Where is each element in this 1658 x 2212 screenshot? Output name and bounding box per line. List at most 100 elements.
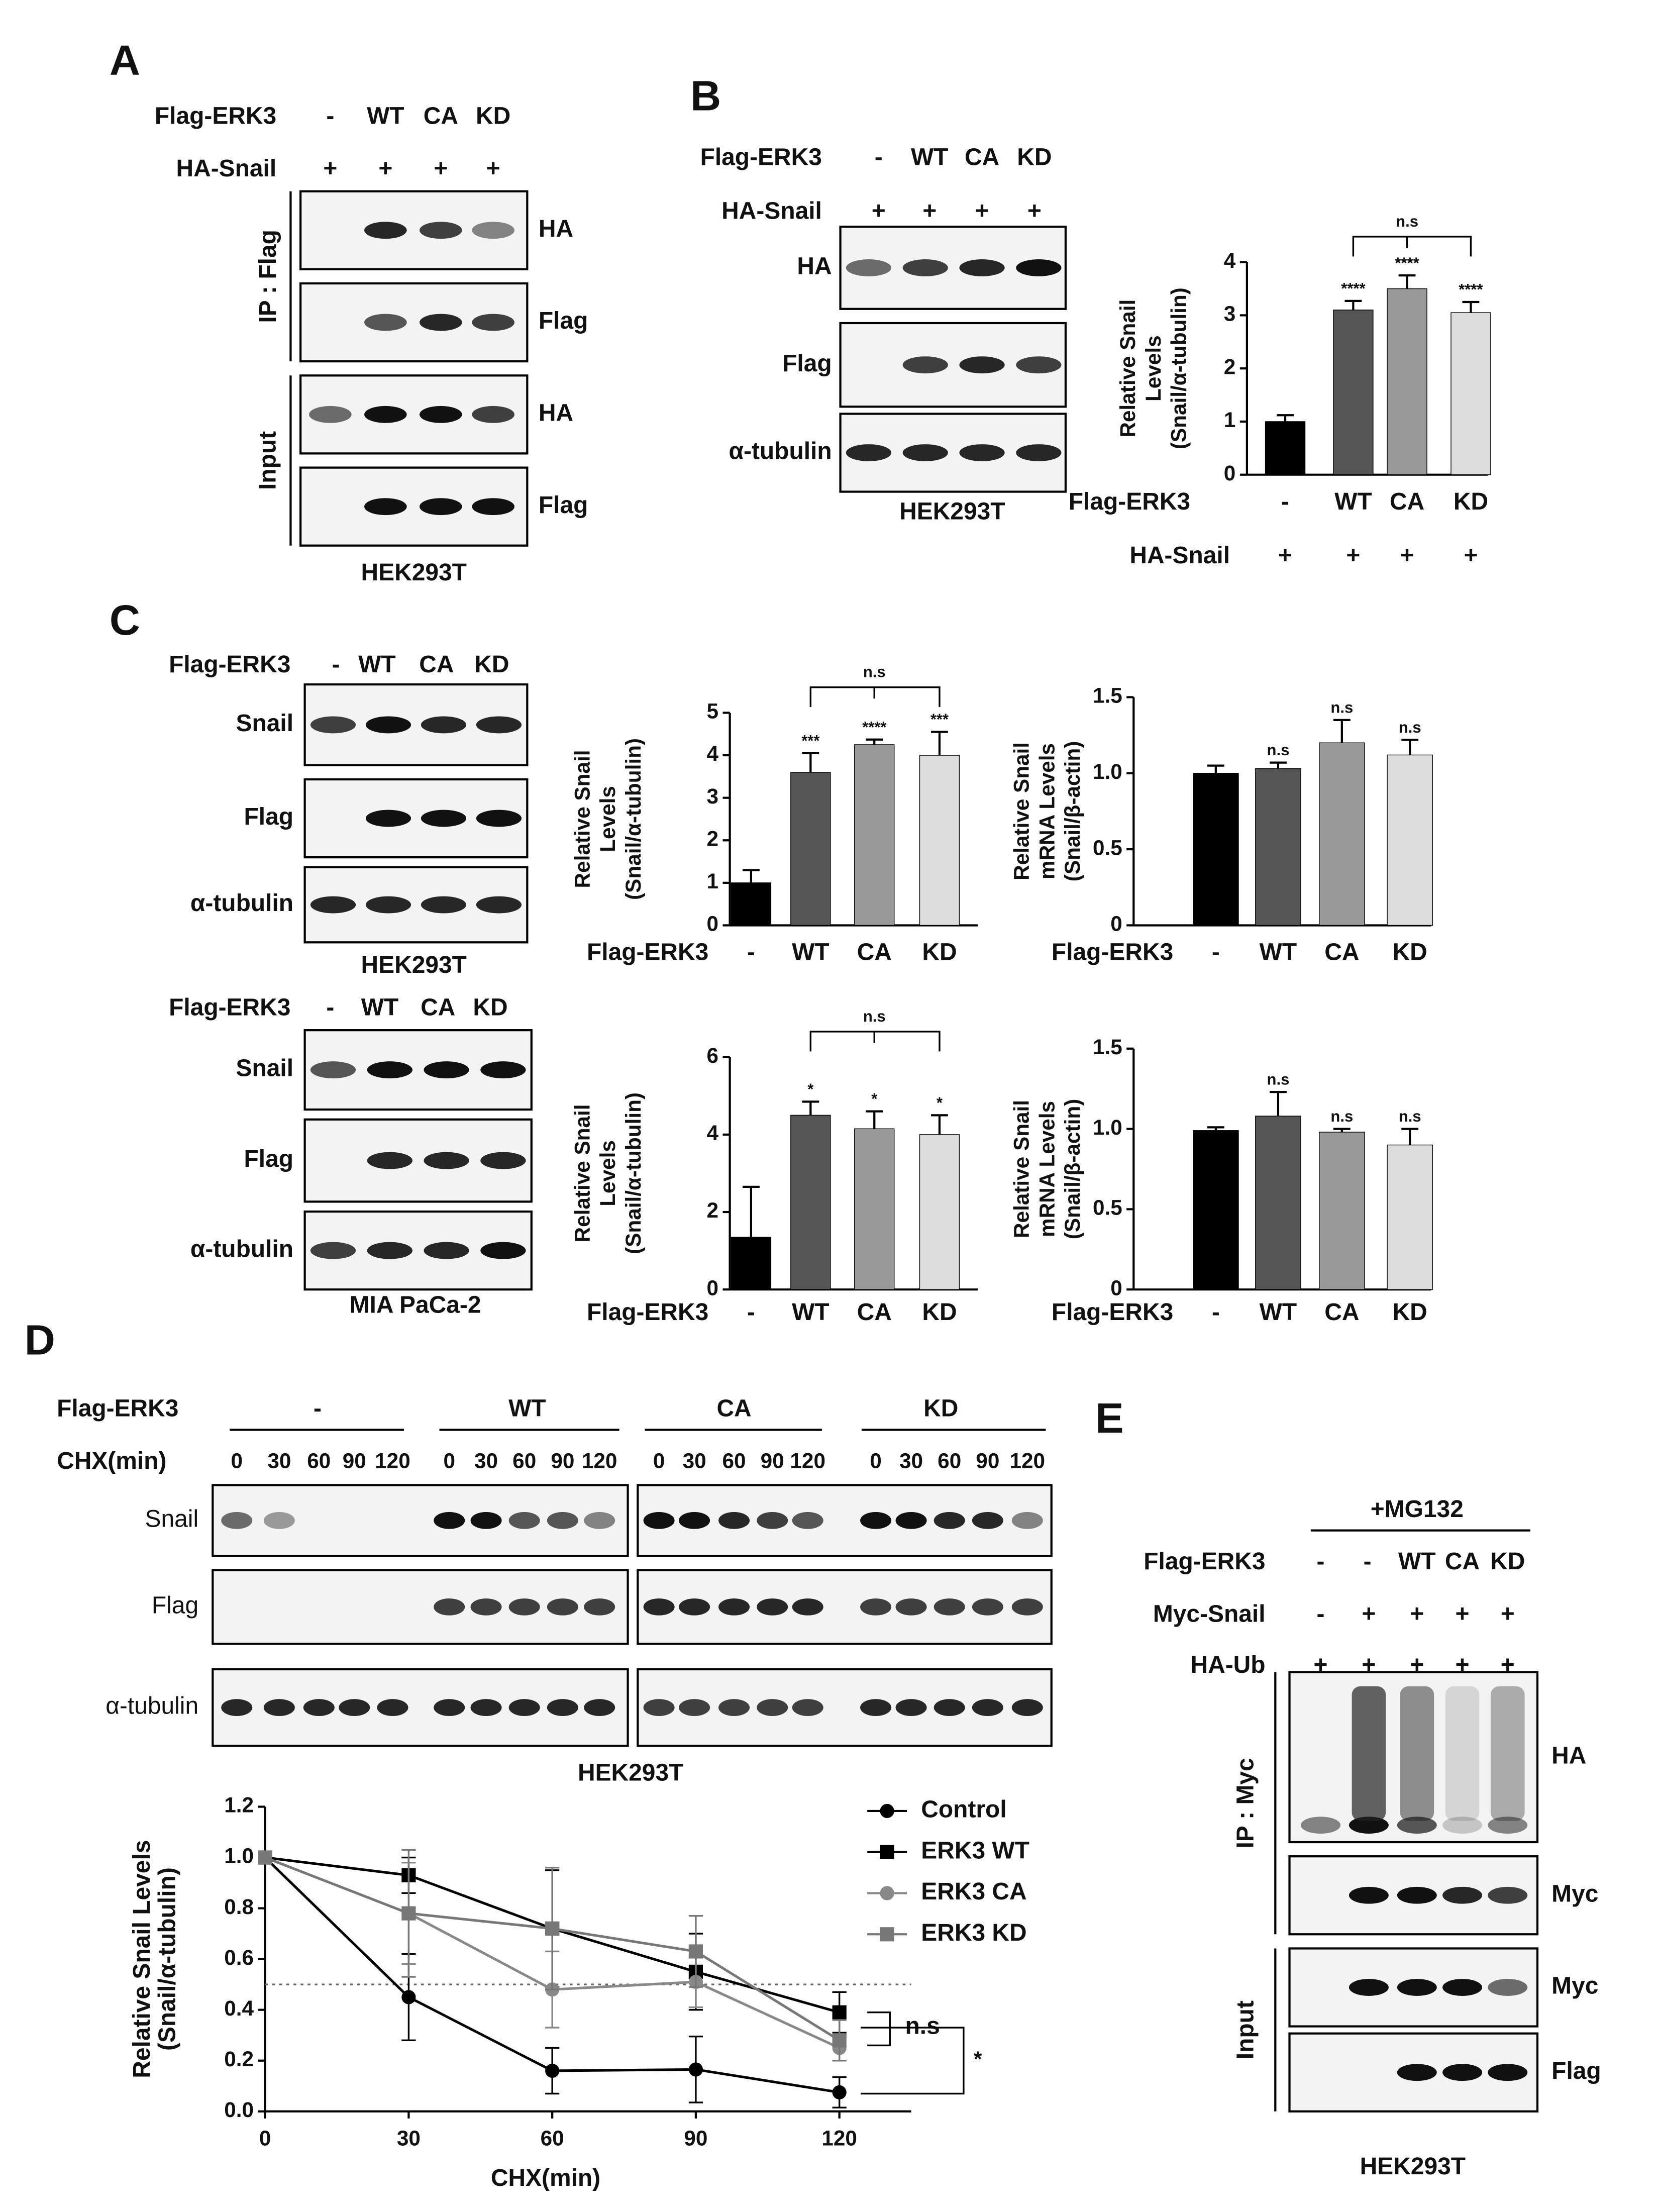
band bbox=[339, 1699, 370, 1717]
lane-label: KD bbox=[473, 994, 507, 1021]
band bbox=[508, 1512, 540, 1529]
bar bbox=[1450, 312, 1491, 475]
band bbox=[434, 1512, 465, 1529]
band bbox=[895, 1699, 927, 1717]
band bbox=[718, 1598, 750, 1616]
y-tick-label: 1 bbox=[707, 869, 719, 893]
band bbox=[476, 896, 522, 914]
y-axis-title: (Snail/β-actin) bbox=[1061, 741, 1084, 882]
x-tick-label: 60 bbox=[541, 2126, 564, 2150]
row-label: α-tubulin bbox=[190, 890, 293, 917]
header-label: HA-Ub bbox=[1190, 1652, 1265, 1678]
lane-label: WT bbox=[1398, 1548, 1436, 1575]
band bbox=[1397, 1817, 1437, 1834]
lane-label: 30 bbox=[474, 1449, 498, 1472]
row-label: HA bbox=[1551, 1742, 1586, 1769]
bar bbox=[1193, 1130, 1239, 1290]
y-axis-title: Relative Snail bbox=[570, 1104, 594, 1242]
cell-line: HEK293T bbox=[899, 498, 1005, 525]
band bbox=[643, 1598, 675, 1616]
y-tick-label: 3 bbox=[707, 784, 719, 808]
error-bar bbox=[1462, 300, 1480, 313]
lane-label: - bbox=[332, 651, 340, 678]
y-tick-label: 1.0 bbox=[224, 1844, 254, 1868]
row-label: Snail bbox=[236, 1055, 294, 1082]
band bbox=[1488, 1979, 1528, 1996]
point bbox=[832, 2033, 847, 2048]
y-axis-title: (Snail/α-tubulin) bbox=[621, 738, 645, 900]
error-bar bbox=[1207, 764, 1224, 773]
x-tick-label: 30 bbox=[397, 2126, 421, 2150]
row-label: Snail bbox=[145, 1506, 199, 1533]
lane-label: - bbox=[326, 103, 334, 130]
error-bar bbox=[1398, 274, 1416, 289]
y-tick-label: 0.2 bbox=[224, 2047, 254, 2071]
lane-label: - bbox=[875, 144, 883, 170]
band bbox=[1442, 2064, 1483, 2081]
bracket-label: n.s bbox=[863, 1008, 886, 1025]
point bbox=[401, 1990, 416, 2004]
row-label: Flag bbox=[244, 803, 294, 830]
error-bar bbox=[1401, 1128, 1419, 1145]
x-row-title: HA-Snail bbox=[1129, 542, 1230, 569]
lane-label: 30 bbox=[267, 1449, 291, 1472]
significance-label: **** bbox=[1395, 254, 1419, 272]
lane-label: + bbox=[323, 155, 337, 182]
lane-label: 120 bbox=[1010, 1449, 1046, 1472]
lane-label: 90 bbox=[976, 1449, 999, 1472]
annotation: * bbox=[974, 2047, 982, 2071]
band bbox=[1442, 1979, 1483, 1996]
y-tick-label: 4 bbox=[707, 742, 719, 765]
band bbox=[310, 1061, 356, 1079]
y-tick-label: 3 bbox=[1224, 302, 1236, 326]
bar bbox=[1193, 773, 1239, 926]
x-tick-label: CA bbox=[1390, 488, 1424, 515]
row-label: HA bbox=[797, 253, 832, 280]
band bbox=[470, 1699, 502, 1717]
band bbox=[860, 1598, 892, 1616]
x-tick-label: - bbox=[1212, 939, 1220, 966]
significance-label: n.s bbox=[1399, 719, 1421, 736]
blot-box bbox=[303, 1118, 533, 1203]
group-label: IP : Myc bbox=[1232, 1758, 1259, 1848]
significance-label: n.s bbox=[1267, 1071, 1290, 1088]
x-axis-title: Flag-ERK3 bbox=[1052, 1299, 1173, 1326]
y-tick-label: 0 bbox=[707, 1276, 719, 1299]
band bbox=[846, 444, 892, 461]
band bbox=[1016, 356, 1062, 374]
lane-label: CA bbox=[965, 144, 999, 170]
lane-label: CA bbox=[421, 994, 455, 1021]
band bbox=[365, 810, 411, 827]
lane-label: - bbox=[326, 994, 334, 1021]
y-tick-label: 1.2 bbox=[224, 1793, 254, 1817]
lane-label: 90 bbox=[343, 1449, 366, 1472]
lane-label: CA bbox=[1445, 1548, 1480, 1575]
error-bar bbox=[866, 738, 883, 745]
row-label: α-tubulin bbox=[190, 1236, 293, 1262]
bar bbox=[731, 1237, 772, 1290]
y-tick-label: 0 bbox=[1110, 1276, 1122, 1299]
header-label: Flag-ERK3 bbox=[1144, 1548, 1265, 1575]
x-tick-label: KD bbox=[1393, 939, 1427, 966]
bracket-label: n.s bbox=[863, 663, 886, 681]
band bbox=[959, 444, 1005, 461]
y-tick-label: 0.4 bbox=[224, 1996, 254, 2020]
header-label: Flag-ERK3 bbox=[700, 144, 822, 170]
x-tick-label: - bbox=[747, 1299, 755, 1326]
band bbox=[310, 896, 356, 914]
legend-label: ERK3 KD bbox=[921, 1920, 1026, 1946]
smear bbox=[1400, 1686, 1434, 1821]
lane-label: - bbox=[1317, 1600, 1325, 1627]
band bbox=[421, 716, 467, 734]
band bbox=[472, 222, 514, 239]
band bbox=[424, 1061, 469, 1079]
band bbox=[367, 1242, 412, 1259]
error-bar bbox=[1270, 1090, 1287, 1117]
bar bbox=[1255, 1116, 1301, 1290]
y-tick-label: 0.5 bbox=[1093, 1196, 1122, 1220]
band bbox=[508, 1598, 540, 1616]
cell-line: HEK293T bbox=[361, 952, 467, 978]
x-tick-label: CA bbox=[857, 939, 892, 966]
row-label: Flag bbox=[152, 1592, 198, 1619]
bar bbox=[1387, 1144, 1433, 1290]
